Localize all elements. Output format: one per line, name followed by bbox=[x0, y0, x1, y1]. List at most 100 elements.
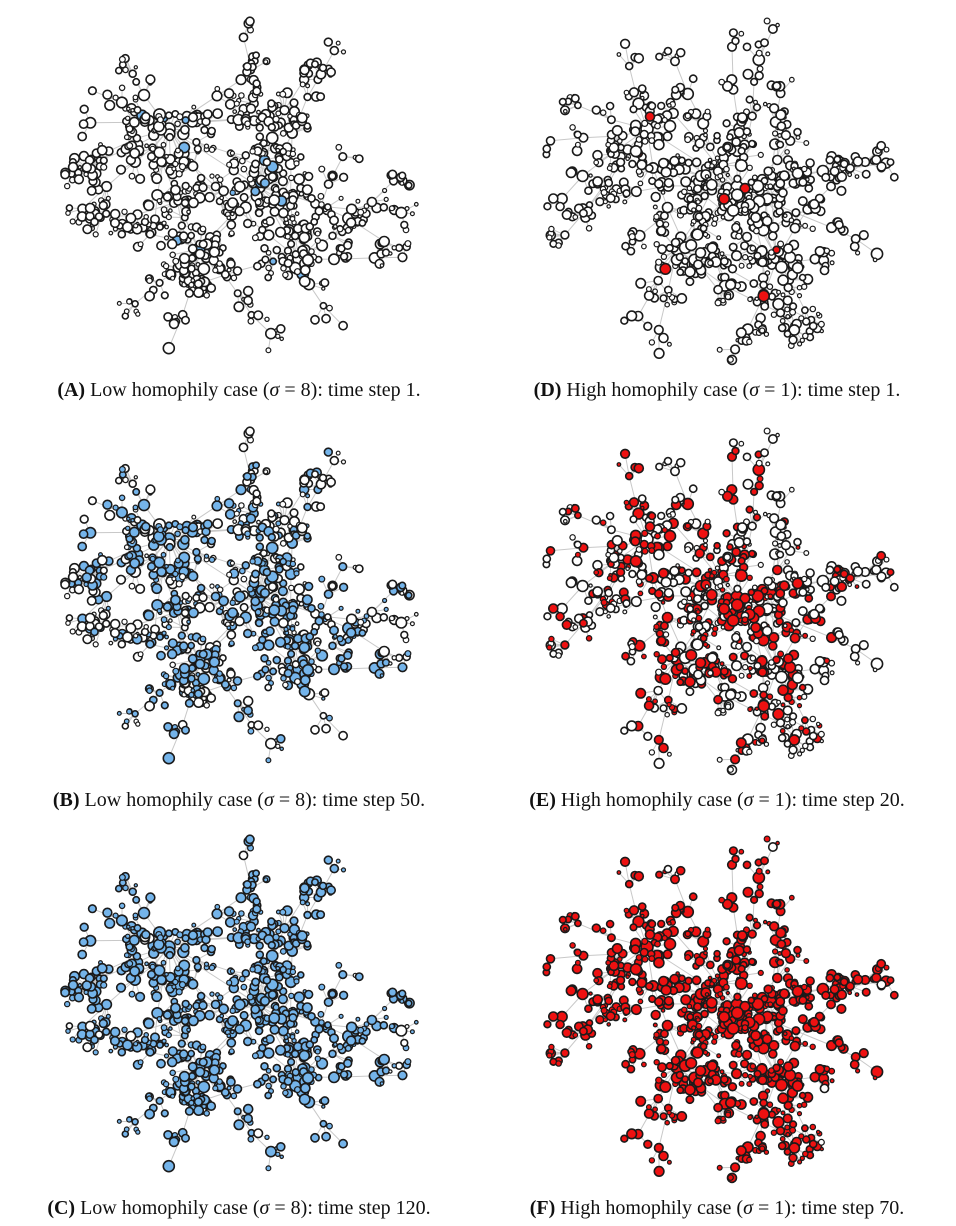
adopted-node bbox=[397, 662, 408, 673]
adopted-node bbox=[230, 684, 238, 692]
non-adopted-node bbox=[194, 248, 206, 260]
non-adopted-node bbox=[204, 191, 215, 203]
adopted-node bbox=[115, 914, 128, 927]
non-adopted-node bbox=[94, 212, 104, 221]
adopted-node bbox=[92, 1049, 99, 1056]
adopted-node bbox=[310, 1132, 320, 1143]
adopted-node bbox=[184, 698, 194, 708]
adopted-node bbox=[233, 590, 246, 603]
adopted-node bbox=[168, 1136, 180, 1148]
adopted-node bbox=[265, 659, 272, 666]
non-adopted-node bbox=[251, 234, 259, 242]
non-adopted-node bbox=[77, 131, 88, 142]
adopted-node bbox=[135, 1129, 141, 1135]
adopted-node bbox=[164, 563, 169, 569]
non-adopted-node bbox=[164, 111, 173, 120]
adopted-node bbox=[381, 1066, 391, 1075]
non-adopted-node bbox=[238, 442, 249, 453]
non-adopted-node bbox=[92, 231, 99, 238]
caption-case: Low homophily case bbox=[90, 379, 258, 401]
adopted-node bbox=[265, 949, 279, 963]
adopted-node bbox=[241, 561, 251, 570]
adopted-node bbox=[166, 1056, 178, 1068]
non-adopted-node bbox=[171, 166, 177, 172]
adopted-node bbox=[181, 1133, 191, 1143]
non-adopted-node bbox=[242, 695, 254, 707]
non-adopted-node bbox=[310, 314, 320, 325]
non-adopted-node bbox=[318, 63, 328, 73]
adopted-node bbox=[254, 618, 264, 628]
non-adopted-node bbox=[198, 592, 208, 603]
adopted-node bbox=[134, 991, 146, 1002]
adopted-node bbox=[101, 1027, 111, 1036]
adopted-node bbox=[99, 974, 108, 983]
adopted-node bbox=[100, 573, 108, 581]
adopted-node bbox=[168, 1026, 173, 1031]
non-adopted-node bbox=[178, 231, 189, 241]
adopted-node bbox=[181, 725, 191, 735]
adopted-node bbox=[293, 570, 300, 577]
non-adopted-node bbox=[202, 109, 213, 120]
non-adopted-node bbox=[165, 214, 172, 221]
non-adopted-node bbox=[256, 109, 261, 115]
non-adopted-node bbox=[208, 246, 221, 258]
adopted-node bbox=[260, 1062, 269, 1071]
non-adopted-node bbox=[108, 640, 114, 646]
non-adopted-node bbox=[133, 516, 142, 525]
non-adopted-node bbox=[246, 175, 254, 183]
non-adopted-node bbox=[181, 315, 191, 325]
non-adopted-node bbox=[168, 618, 173, 623]
adopted-node bbox=[98, 1018, 109, 1029]
adopted-node bbox=[60, 987, 70, 998]
non-adopted-node bbox=[413, 201, 419, 207]
non-adopted-node bbox=[234, 206, 245, 217]
adopted-node bbox=[156, 1041, 164, 1049]
non-adopted-node bbox=[268, 194, 281, 206]
non-adopted-node bbox=[209, 583, 215, 589]
non-adopted-node bbox=[156, 197, 163, 204]
non-adopted-node bbox=[404, 616, 410, 622]
non-adopted-node bbox=[174, 147, 181, 154]
non-adopted-node bbox=[220, 269, 230, 279]
adopted-node bbox=[301, 663, 315, 677]
non-adopted-node bbox=[284, 233, 291, 240]
non-adopted-node bbox=[229, 150, 235, 156]
adopted-node bbox=[181, 526, 190, 535]
non-adopted-node bbox=[252, 496, 262, 506]
adopted-node bbox=[233, 1119, 245, 1131]
non-adopted-node bbox=[123, 308, 130, 315]
non-adopted-node bbox=[264, 316, 270, 322]
adopted-node bbox=[289, 1033, 296, 1040]
non-adopted-node bbox=[241, 151, 251, 160]
adopted-node bbox=[210, 999, 221, 1010]
adopted-node bbox=[155, 1096, 164, 1106]
non-adopted-node bbox=[96, 554, 108, 566]
non-adopted-node bbox=[326, 477, 336, 488]
non-adopted-node bbox=[135, 311, 141, 317]
non-adopted-node bbox=[191, 514, 197, 520]
non-adopted-node bbox=[338, 320, 348, 331]
adopted-node bbox=[243, 628, 253, 639]
adopted-node bbox=[192, 955, 201, 965]
adopted-node bbox=[358, 629, 367, 637]
adopted-node bbox=[220, 679, 230, 689]
non-adopted-node bbox=[298, 275, 311, 288]
non-adopted-node bbox=[299, 264, 311, 276]
adopted-node bbox=[208, 556, 216, 563]
adopted-node bbox=[259, 177, 271, 189]
adopted-node bbox=[275, 636, 287, 648]
non-adopted-node bbox=[204, 601, 215, 613]
adopted-node bbox=[187, 978, 199, 990]
non-adopted-node bbox=[272, 115, 280, 123]
non-adopted-node bbox=[272, 595, 280, 603]
adopted-node bbox=[176, 523, 184, 531]
adopted-node bbox=[344, 636, 352, 644]
adopted-node bbox=[339, 1070, 349, 1079]
non-adopted-node bbox=[242, 61, 252, 71]
caption-b: (B) Low homophily case (σ = 8): time ste… bbox=[52, 789, 426, 811]
adopted-node bbox=[323, 447, 333, 457]
non-adopted-node bbox=[366, 606, 378, 618]
non-adopted-node bbox=[238, 850, 249, 861]
non-adopted-node bbox=[198, 239, 208, 249]
adopted-node bbox=[321, 1131, 331, 1142]
